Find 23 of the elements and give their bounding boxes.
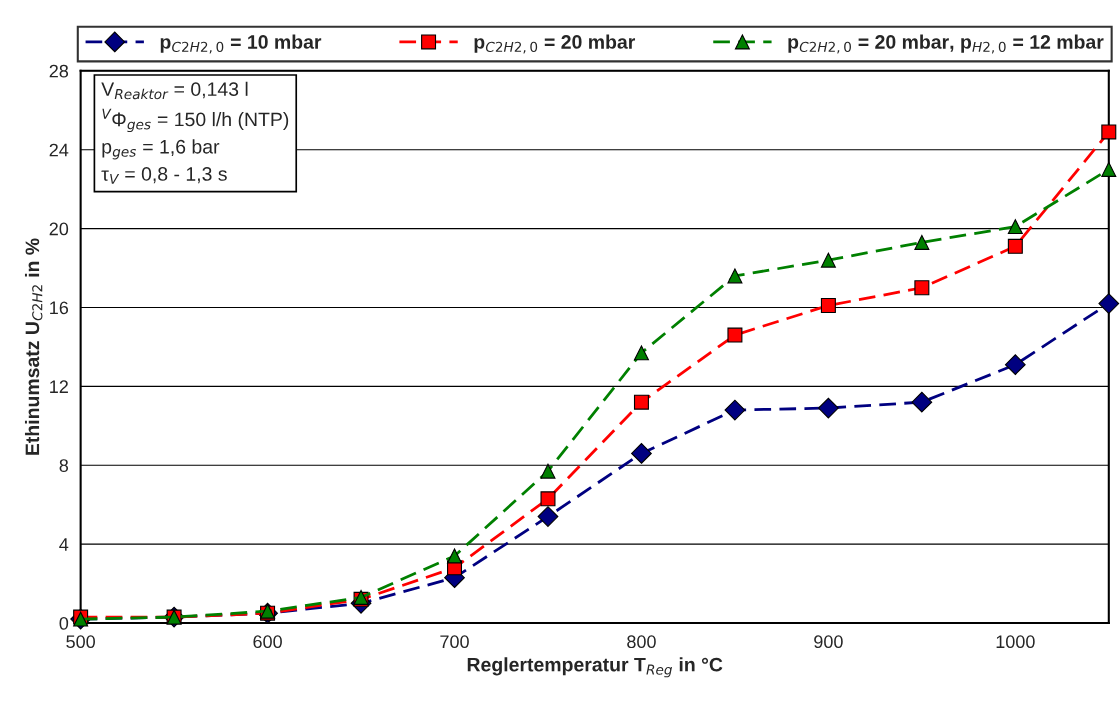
y-tick-label: 12 (50, 380, 68, 393)
annotation: V$_{Reaktor}$ = 0,143 l (101, 81, 248, 100)
y-tick-label: 4 (59, 538, 69, 551)
y-tick-label: 24 (49, 143, 69, 157)
y-tick-label: 8 (59, 459, 69, 472)
annotation: p$_{ges}$ = 1,6 bar (102, 139, 220, 160)
x-tick-label: 600 (253, 635, 282, 649)
legend-label: p$_{C2H2,0}$ = 10 mbar (160, 34, 322, 54)
y-tick-label: 0 (59, 616, 69, 630)
legend-label: p$_{C2H2,0}$ = 20 mbar, p$_{H2,0}$ = 12 mbar (788, 34, 1104, 54)
annotation: $^{V}$Φ$_{ges}$ = 150 l/h (NTP) (102, 108, 289, 133)
annotation: τ$_{V}$ = 0,8 - 1,3 s (101, 167, 227, 184)
y-tick-label: 16 (50, 301, 69, 315)
x-axis-title: Reglertemperatur T$_{Reg}$ in °C (467, 657, 723, 678)
x-tick-label: 900 (814, 635, 843, 649)
x-tick-label: 800 (627, 635, 656, 649)
x-tick-label: 1000 (996, 635, 1035, 649)
legend-label: p$_{C2H2,0}$ = 20 mbar (474, 34, 636, 54)
x-tick-label: 700 (440, 635, 469, 649)
y-tick-label: 28 (49, 64, 69, 78)
y-tick-label: 20 (49, 222, 69, 236)
x-tick-label: 500 (66, 635, 95, 649)
y-axis-title: Ethinumsatz U$_{C2H2}$ in % (24, 238, 43, 455)
